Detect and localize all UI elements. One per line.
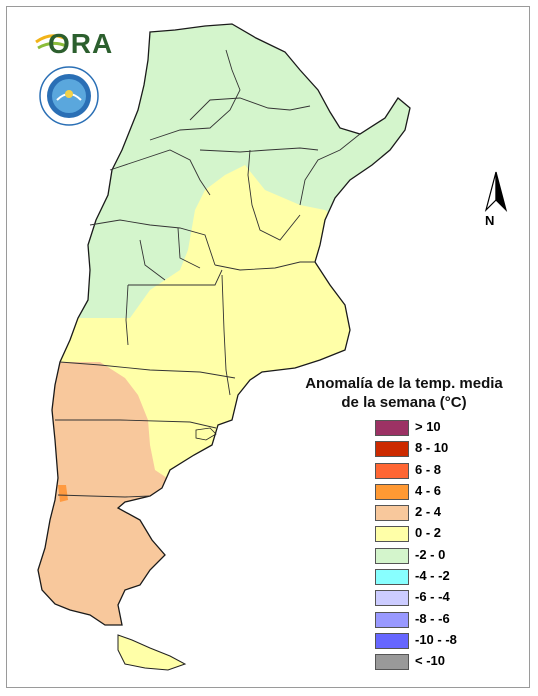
legend-swatch bbox=[375, 654, 409, 671]
legend-label: -2 - 0 bbox=[415, 546, 446, 562]
legend-label: -6 - -4 bbox=[415, 589, 450, 605]
legend-item: -4 - -2 bbox=[375, 567, 495, 588]
legend-swatch bbox=[375, 462, 409, 479]
legend-item: -10 - -8 bbox=[375, 631, 495, 652]
legend-label: -4 - -2 bbox=[415, 568, 450, 584]
legend-swatch bbox=[375, 590, 409, 607]
smn-seal-icon bbox=[39, 66, 99, 126]
legend-title: Anomalía de la temp. media de la semana … bbox=[286, 374, 522, 412]
legend-item: 4 - 6 bbox=[375, 482, 495, 503]
legend-item: > 10 bbox=[375, 418, 495, 439]
legend-label: 0 - 2 bbox=[415, 525, 442, 541]
legend-swatch bbox=[375, 632, 409, 649]
legend-label: -8 - -6 bbox=[415, 610, 450, 626]
legend: > 10 8 - 10 6 - 8 4 - 6 2 - 4 0 - 2 -2 -… bbox=[375, 418, 495, 674]
ora-logo-icon bbox=[35, 34, 67, 50]
legend-swatch bbox=[375, 526, 409, 543]
legend-item: 6 - 8 bbox=[375, 461, 495, 482]
north-arrow-icon bbox=[482, 170, 512, 232]
legend-label: < -10 bbox=[415, 653, 445, 669]
legend-label: 8 - 10 bbox=[415, 440, 449, 456]
ora-logo: ORA bbox=[34, 26, 112, 60]
legend-label: 2 - 4 bbox=[415, 504, 442, 520]
legend-item: -2 - 0 bbox=[375, 546, 495, 567]
legend-title-line1: Anomalía de la temp. media bbox=[305, 375, 503, 392]
legend-item: < -10 bbox=[375, 652, 495, 673]
legend-label: 4 - 6 bbox=[415, 482, 442, 498]
legend-swatch bbox=[375, 483, 409, 500]
legend-swatch bbox=[375, 611, 409, 628]
legend-title-line2: de la semana (°C) bbox=[341, 394, 467, 411]
legend-item: 2 - 4 bbox=[375, 503, 495, 524]
legend-item: -6 - -4 bbox=[375, 588, 495, 609]
legend-item: 0 - 2 bbox=[375, 524, 495, 545]
ora-logo-text: ORA bbox=[48, 28, 114, 59]
legend-item: 8 - 10 bbox=[375, 439, 495, 460]
legend-item: -8 - -6 bbox=[375, 610, 495, 631]
legend-swatch bbox=[375, 547, 409, 564]
north-label: N bbox=[485, 213, 495, 228]
legend-label: 6 - 8 bbox=[415, 461, 442, 477]
legend-swatch bbox=[375, 420, 409, 436]
legend-swatch bbox=[375, 505, 409, 522]
legend-label: -10 - -8 bbox=[415, 631, 457, 647]
legend-swatch bbox=[375, 569, 409, 586]
legend-label: > 10 bbox=[415, 419, 441, 434]
legend-swatch bbox=[375, 441, 409, 458]
